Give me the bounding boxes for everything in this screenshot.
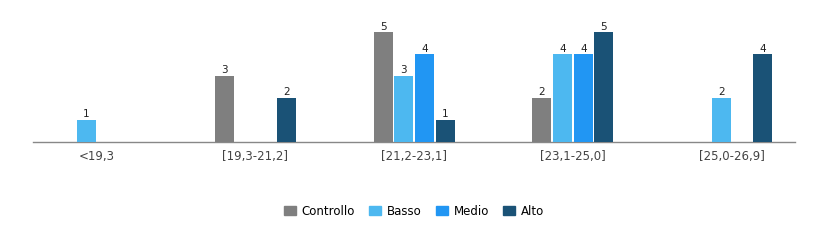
Bar <box>76 120 95 142</box>
Text: 3: 3 <box>400 65 406 75</box>
Bar <box>373 33 392 142</box>
Bar <box>215 77 233 142</box>
Bar <box>394 77 413 142</box>
Bar <box>594 33 613 142</box>
Bar <box>532 98 551 142</box>
Bar <box>711 98 730 142</box>
Bar <box>553 55 572 142</box>
Text: 3: 3 <box>220 65 228 75</box>
Bar <box>276 98 296 142</box>
Text: 2: 2 <box>717 87 724 97</box>
Bar <box>753 55 771 142</box>
Text: 5: 5 <box>379 22 386 32</box>
Text: 4: 4 <box>559 43 565 53</box>
Text: 1: 1 <box>441 109 448 119</box>
Text: 1: 1 <box>83 109 89 119</box>
Bar <box>414 55 433 142</box>
Bar <box>435 120 454 142</box>
Text: 4: 4 <box>579 43 586 53</box>
Text: 2: 2 <box>283 87 289 97</box>
Bar <box>573 55 592 142</box>
Text: 4: 4 <box>421 43 428 53</box>
Legend: Controllo, Basso, Medio, Alto: Controllo, Basso, Medio, Alto <box>283 204 544 218</box>
Text: 2: 2 <box>538 87 545 97</box>
Text: 5: 5 <box>600 22 607 32</box>
Text: 4: 4 <box>758 43 765 53</box>
